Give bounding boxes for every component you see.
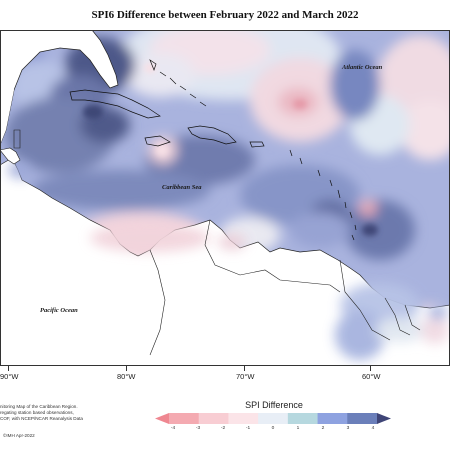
puerto-rico-outline <box>249 141 265 148</box>
pacific-ocean-label: Pacific Ocean <box>40 307 78 314</box>
footer-line: regating station based observations, <box>0 410 74 415</box>
yucatan-outline <box>0 147 21 165</box>
spi-dark-spots <box>83 63 378 236</box>
legend-swatch <box>317 413 348 424</box>
legend-swatch <box>228 413 259 424</box>
legend-colorbar <box>155 413 391 424</box>
map-panel: Atlantic Ocean Caribbean Sea Pacific Oce… <box>0 30 450 366</box>
legend-tick-label: -4 <box>170 426 176 431</box>
legend-tick-label: 3 <box>346 426 350 431</box>
legend-tick-label: 0 <box>271 426 275 431</box>
legend-tick-label: 4 <box>371 426 375 431</box>
tick-mark <box>8 366 9 371</box>
footer-notes: nitoring Map of the Caribbean Region. re… <box>0 404 120 422</box>
legend-arrow-low <box>155 413 169 424</box>
caribbean-sea-label: Caribbean Sea <box>162 184 202 191</box>
legend-title: SPI Difference <box>245 400 303 410</box>
legend-swatch <box>347 413 378 424</box>
cuba-outline <box>69 89 161 119</box>
hispaniola-outline <box>187 125 237 145</box>
legend-tick-label: -3 <box>195 426 201 431</box>
legend-tick-label: -2 <box>220 426 226 431</box>
bahamas-outline <box>149 59 207 107</box>
legend-swatch <box>198 413 229 424</box>
tick-mark <box>370 366 371 371</box>
tick-mark <box>244 366 245 371</box>
legend-arrow-high <box>377 413 391 424</box>
legend-swatch <box>258 413 289 424</box>
legend-tick-label: 1 <box>296 426 300 431</box>
footer-line: COF, with NCEP/NCAR Reanalysis Data <box>0 416 83 421</box>
legend-tick-label: 2 <box>321 426 325 431</box>
longitude-label-60w: 60°W <box>362 372 381 381</box>
atlantic-ocean-label: Atlantic Ocean <box>342 64 383 71</box>
legend-swatch <box>169 413 200 424</box>
longitude-label-70w: 70°W <box>236 372 255 381</box>
map-canvas <box>0 30 450 366</box>
longitude-label-90w: 90°W <box>0 372 19 381</box>
caribbean-islands <box>69 59 357 241</box>
country-borders <box>149 219 421 356</box>
footer-line: nitoring Map of the Caribbean Region. <box>0 404 78 409</box>
tick-mark <box>126 366 127 371</box>
map-title: SPI6 Difference between February 2022 an… <box>91 9 359 21</box>
jamaica-outline <box>144 135 171 147</box>
copyright-note: ©IMH Apr-2022 <box>3 433 35 438</box>
legend-tick-label: -1 <box>245 426 251 431</box>
longitude-label-80w: 80°W <box>117 372 136 381</box>
legend-swatch <box>287 413 319 424</box>
lesser-antilles-outline <box>289 149 357 241</box>
